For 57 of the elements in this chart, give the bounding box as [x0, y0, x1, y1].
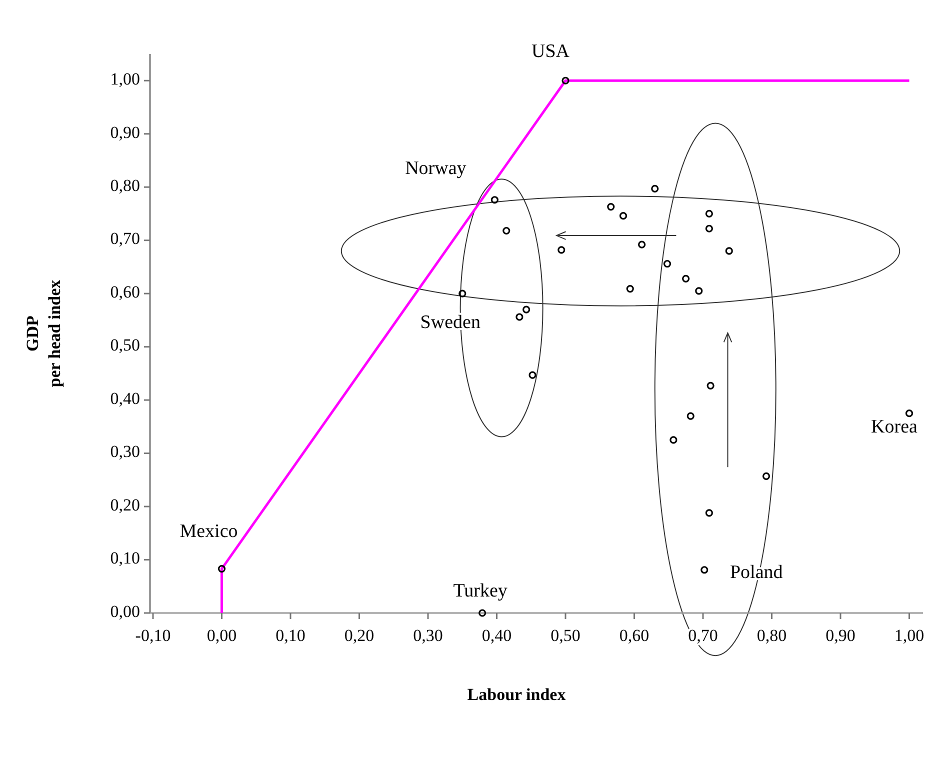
- point: [905, 410, 914, 418]
- x-tick-label: 0,50: [550, 626, 580, 645]
- point: [558, 246, 566, 254]
- point: [607, 202, 615, 211]
- x-tick-label: -0,10: [135, 626, 171, 645]
- point: [638, 240, 646, 248]
- y-tick-label: 0,40: [110, 388, 140, 408]
- point: [619, 212, 628, 220]
- point: [562, 76, 570, 84]
- x-tick-label: 0,00: [206, 626, 237, 645]
- point: [706, 382, 714, 390]
- y-tick-label: 0,30: [110, 442, 140, 462]
- point: [705, 210, 713, 218]
- x-tick-label: 0,60: [619, 626, 650, 645]
- x-tick-label: 1,00: [894, 626, 924, 645]
- annotation: USA: [531, 40, 570, 62]
- y-tick-label: 0,80: [110, 176, 140, 195]
- x-tick-label: 0,90: [826, 626, 856, 645]
- annotation: Norway: [405, 158, 467, 180]
- y-tick-label: 0,00: [110, 602, 140, 621]
- y-tick-label: 0,70: [110, 229, 140, 248]
- point: [682, 274, 690, 282]
- point: [700, 566, 708, 574]
- point: [663, 260, 672, 268]
- point: [218, 565, 226, 573]
- x-tick-label: 0,20: [344, 626, 374, 645]
- point: [626, 284, 634, 293]
- y-tick-label: 0,10: [110, 548, 140, 568]
- y-axis-title: GDP per head index: [23, 279, 64, 388]
- annotation: Korea: [871, 416, 918, 438]
- x-tick-label: 0,30: [413, 626, 443, 645]
- y-tick-label: 0,90: [110, 122, 140, 142]
- point: [478, 609, 486, 617]
- y-tick-label: 0,60: [110, 282, 140, 302]
- y-tick-label: 0,20: [110, 495, 140, 514]
- point: [651, 184, 659, 192]
- point: [490, 196, 498, 204]
- point: [762, 472, 770, 480]
- point: [695, 287, 703, 295]
- y-tick-label: 0,50: [110, 336, 140, 355]
- point: [725, 247, 733, 255]
- x-axis-title: Labour index: [467, 685, 566, 704]
- point: [502, 226, 510, 235]
- x-tick-label: 0,10: [276, 626, 306, 645]
- point: [686, 412, 694, 420]
- x-tick-label: 0,40: [482, 626, 512, 645]
- point: [516, 313, 524, 321]
- point: [522, 306, 530, 314]
- point: [458, 290, 466, 298]
- point: [670, 436, 678, 444]
- point: [528, 371, 536, 379]
- x-tick-label: 0,80: [756, 626, 787, 645]
- annotation: Turkey: [453, 580, 508, 602]
- annotation: Mexico: [180, 521, 238, 542]
- y-tick-label: 1,00: [110, 70, 140, 89]
- point: [705, 224, 713, 232]
- point: [705, 509, 713, 517]
